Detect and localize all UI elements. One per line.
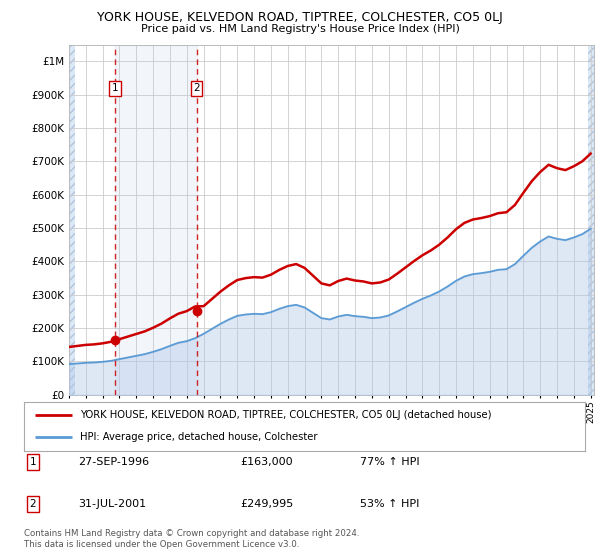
Text: 2: 2 (29, 499, 37, 509)
Text: Price paid vs. HM Land Registry's House Price Index (HPI): Price paid vs. HM Land Registry's House … (140, 24, 460, 34)
Text: 27-SEP-1996: 27-SEP-1996 (78, 457, 149, 467)
Text: 2: 2 (193, 83, 200, 93)
Text: HPI: Average price, detached house, Colchester: HPI: Average price, detached house, Colc… (80, 432, 317, 442)
Bar (69, 45, 75, 395)
Text: 77% ↑ HPI: 77% ↑ HPI (360, 457, 419, 467)
Text: YORK HOUSE, KELVEDON ROAD, TIPTREE, COLCHESTER, CO5 0LJ (detached house): YORK HOUSE, KELVEDON ROAD, TIPTREE, COLC… (80, 410, 491, 421)
Text: YORK HOUSE, KELVEDON ROAD, TIPTREE, COLCHESTER, CO5 0LJ: YORK HOUSE, KELVEDON ROAD, TIPTREE, COLC… (97, 11, 503, 24)
Text: 1: 1 (112, 83, 119, 93)
Bar (115, 45, 197, 395)
Bar (588, 45, 594, 395)
Text: 31-JUL-2001: 31-JUL-2001 (78, 499, 146, 509)
Bar (69, 45, 75, 395)
Text: Contains HM Land Registry data © Crown copyright and database right 2024.
This d: Contains HM Land Registry data © Crown c… (24, 529, 359, 549)
Bar (588, 45, 594, 395)
Text: £249,995: £249,995 (240, 499, 293, 509)
Text: 1: 1 (29, 457, 37, 467)
Text: 53% ↑ HPI: 53% ↑ HPI (360, 499, 419, 509)
Text: £163,000: £163,000 (240, 457, 293, 467)
